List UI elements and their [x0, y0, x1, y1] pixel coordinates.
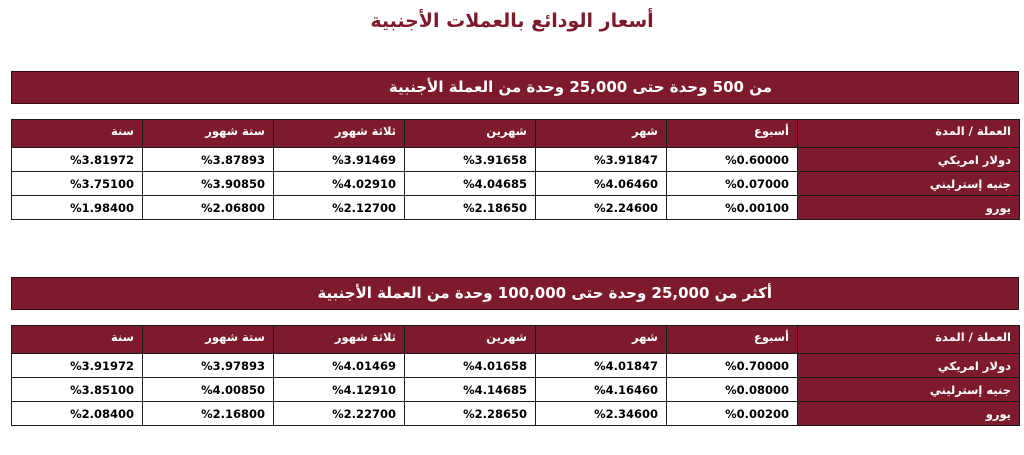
header-month: شهر: [535, 325, 667, 354]
rate-cell: %4.02910: [273, 171, 405, 196]
header-six-months: ستة شهور: [142, 119, 274, 148]
rate-cell: %2.08400: [11, 401, 143, 426]
rate-cell: %4.14685: [404, 377, 536, 402]
currency-name: جنيه إسترليني: [797, 171, 1020, 196]
rate-cell: %4.00850: [142, 377, 274, 402]
rate-cell: %3.91658: [404, 147, 536, 172]
table-row: دولار امريكي %0.60000 %3.91847 %3.91658 …: [11, 147, 1020, 172]
rate-cell: %4.16460: [535, 377, 667, 402]
currency-name: يورو: [797, 195, 1020, 220]
section-1-banner: من 500 وحدة حتى 25,000 وحدة من العملة ال…: [11, 71, 1019, 104]
page-title: أسعار الودائع بالعملات الأجنبية: [370, 10, 654, 32]
section-2-banner: أكثر من 25,000 وحدة حتى 100,000 وحدة من …: [11, 277, 1019, 310]
rate-cell: %2.06800: [142, 195, 274, 220]
currency-name: دولار امريكي: [797, 147, 1020, 172]
rate-cell: %3.87893: [142, 147, 274, 172]
rate-cell: %3.91847: [535, 147, 667, 172]
header-three-months: ثلاثة شهور: [273, 325, 405, 354]
table-row: جنيه إسترليني %0.08000 %4.16460 %4.14685…: [11, 377, 1020, 402]
header-currency-period: العملة / المدة: [797, 325, 1020, 354]
currency-name: يورو: [797, 401, 1020, 426]
header-six-months: ستة شهور: [142, 325, 274, 354]
rate-cell: %2.28650: [404, 401, 536, 426]
rate-cell: %3.85100: [11, 377, 143, 402]
currency-name: دولار امريكي: [797, 353, 1020, 378]
rate-cell: %4.01469: [273, 353, 405, 378]
table-row: جنيه إسترليني %0.07000 %4.06460 %4.04685…: [11, 171, 1020, 196]
rate-cell: %0.00200: [666, 401, 798, 426]
header-three-months: ثلاثة شهور: [273, 119, 405, 148]
rate-cell: %2.12700: [273, 195, 405, 220]
table-header-row: العملة / المدة أسبوع شهر شهرين ثلاثة شهو…: [11, 119, 1020, 148]
rate-cell: %3.75100: [11, 171, 143, 196]
currency-name: جنيه إسترليني: [797, 377, 1020, 402]
rate-cell: %3.81972: [11, 147, 143, 172]
rate-cell: %2.24600: [535, 195, 667, 220]
section-2-rates-table: العملة / المدة أسبوع شهر شهرين ثلاثة شهو…: [11, 325, 1020, 426]
table-row: يورو %0.00200 %2.34600 %2.28650 %2.22700…: [11, 401, 1020, 426]
rate-cell: %2.22700: [273, 401, 405, 426]
rate-cell: %0.60000: [666, 147, 798, 172]
header-year: سنة: [11, 325, 143, 354]
rate-cell: %4.12910: [273, 377, 405, 402]
rate-cell: %4.06460: [535, 171, 667, 196]
rate-cell: %0.00100: [666, 195, 798, 220]
table-row: دولار امريكي %0.70000 %4.01847 %4.01658 …: [11, 353, 1020, 378]
table-row: يورو %0.00100 %2.24600 %2.18650 %2.12700…: [11, 195, 1020, 220]
rate-cell: %3.91972: [11, 353, 143, 378]
rate-cell: %2.16800: [142, 401, 274, 426]
header-two-months: شهرين: [404, 325, 536, 354]
header-month: شهر: [535, 119, 667, 148]
rate-cell: %4.01658: [404, 353, 536, 378]
rate-cell: %0.70000: [666, 353, 798, 378]
header-currency-period: العملة / المدة: [797, 119, 1020, 148]
rate-cell: %4.04685: [404, 171, 536, 196]
rate-cell: %1.98400: [11, 195, 143, 220]
header-year: سنة: [11, 119, 143, 148]
rate-cell: %0.07000: [666, 171, 798, 196]
table-header-row: العملة / المدة أسبوع شهر شهرين ثلاثة شهو…: [11, 325, 1020, 354]
header-week: أسبوع: [666, 119, 798, 148]
rate-cell: %3.91469: [273, 147, 405, 172]
rate-cell: %2.18650: [404, 195, 536, 220]
rate-cell: %3.97893: [142, 353, 274, 378]
rate-cell: %0.08000: [666, 377, 798, 402]
rate-cell: %3.90850: [142, 171, 274, 196]
rate-cell: %4.01847: [535, 353, 667, 378]
rate-cell: %2.34600: [535, 401, 667, 426]
header-week: أسبوع: [666, 325, 798, 354]
header-two-months: شهرين: [404, 119, 536, 148]
section-1-rates-table: العملة / المدة أسبوع شهر شهرين ثلاثة شهو…: [11, 119, 1020, 220]
